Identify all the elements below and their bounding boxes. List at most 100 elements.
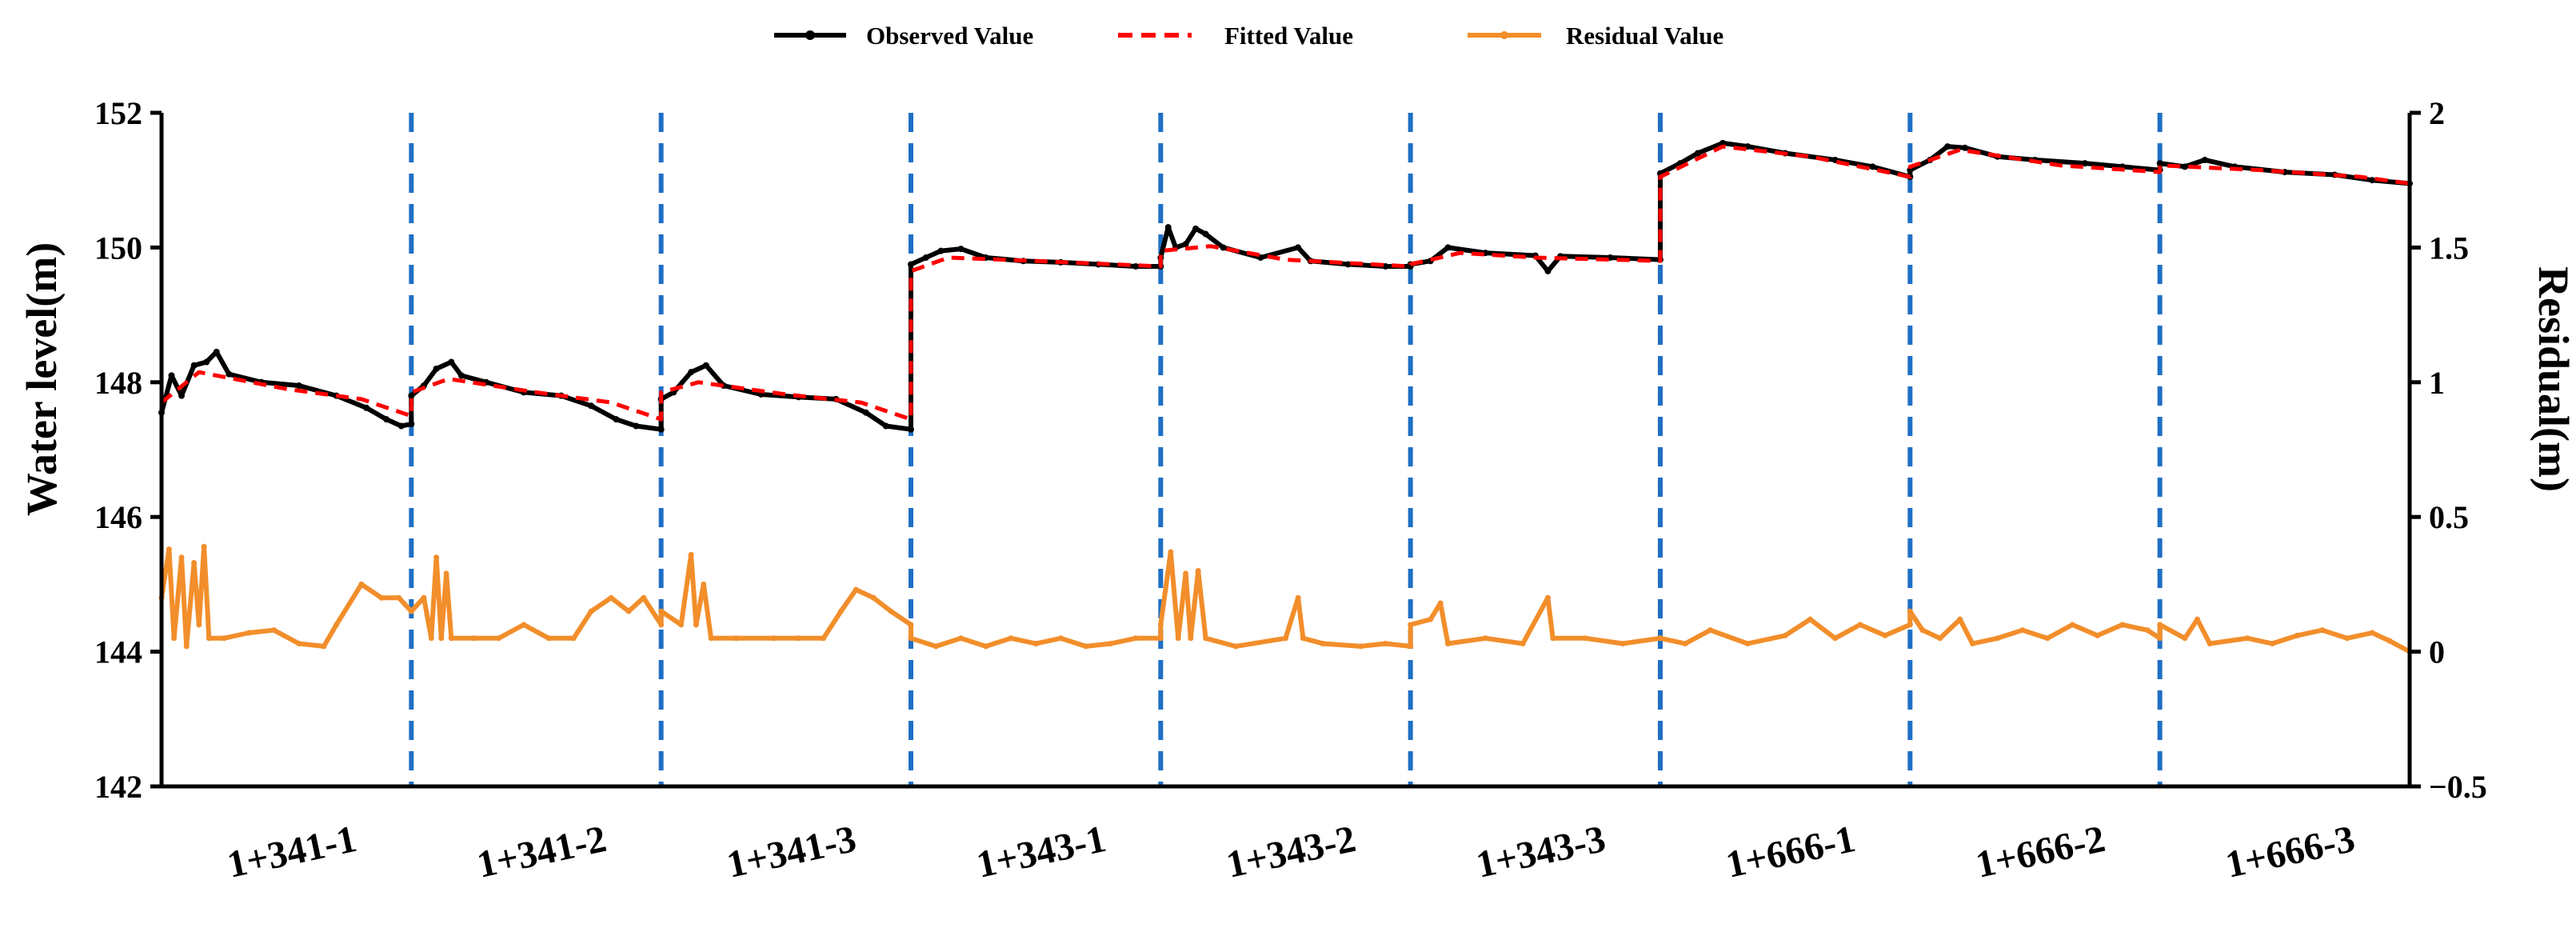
point-residual-7-8 xyxy=(2069,622,2075,628)
point-residual-1-12 xyxy=(588,608,594,614)
point-observed-1-4 xyxy=(457,372,465,379)
point-observed-1-8 xyxy=(588,402,595,410)
point-observed-0-11 xyxy=(383,416,390,423)
point-residual-4-4 xyxy=(1188,635,1194,642)
legend-item-residual: Residual Value xyxy=(1468,22,1723,50)
category-label-0: 1+341-1 xyxy=(224,818,361,886)
point-residual-2-10 xyxy=(838,608,845,614)
point-residual-4-9 xyxy=(1295,594,1301,601)
category-label-6: 1+666-1 xyxy=(1723,818,1859,886)
point-residual-8-8 xyxy=(2344,635,2350,642)
series-observed xyxy=(158,139,2413,433)
point-observed-1-0 xyxy=(408,392,415,399)
point-residual-2-1 xyxy=(678,622,685,628)
point-residual-6-9 xyxy=(1907,622,1913,628)
point-residual-5-7 xyxy=(1550,635,1556,642)
point-residual-1-3 xyxy=(433,554,440,561)
point-residual-3-1 xyxy=(933,643,939,650)
series-fitted xyxy=(160,144,2410,422)
point-observed-7-3 xyxy=(1962,144,1969,151)
point-residual-1-7 xyxy=(470,635,477,642)
series-residual xyxy=(158,543,2413,655)
point-residual-4-12 xyxy=(1357,643,1364,650)
y-axis-left-title: Water level(m) xyxy=(18,242,66,516)
point-residual-8-10 xyxy=(2386,638,2393,644)
point-residual-5-9 xyxy=(1619,640,1626,646)
y-axis-left-ticks: 142 144 146 148 150 152 xyxy=(94,95,162,805)
point-residual-2-14 xyxy=(908,622,914,628)
point-observed-0-2 xyxy=(178,392,185,399)
point-observed-4-10 xyxy=(1344,261,1352,268)
point-observed-2-3 xyxy=(702,362,709,369)
point-residual-1-11 xyxy=(570,635,577,642)
series-layer xyxy=(158,139,2413,655)
point-residual-1-13 xyxy=(608,594,614,601)
legend-marker-residual xyxy=(1500,31,1508,39)
category-label-4: 1+343-2 xyxy=(1223,818,1360,886)
point-observed-2-9 xyxy=(882,422,889,430)
point-residual-3-0 xyxy=(908,635,914,642)
category-label-3: 1+343-1 xyxy=(973,818,1110,886)
point-observed-7-2 xyxy=(1944,143,1951,150)
point-residual-3-5 xyxy=(1032,640,1039,646)
point-residual-7-3 xyxy=(1957,616,1963,622)
point-observed-6-7 xyxy=(1869,163,1876,170)
y-left-tick-label-2: 146 xyxy=(94,499,142,535)
y-right-tick-label-5: 2 xyxy=(2429,95,2445,131)
point-observed-4-5 xyxy=(1202,230,1209,238)
point-residual-0-17 xyxy=(396,594,402,601)
point-residual-1-10 xyxy=(545,635,552,642)
point-observed-0-4 xyxy=(203,358,210,366)
point-residual-0-10 xyxy=(246,630,252,636)
point-residual-1-16 xyxy=(658,622,665,628)
point-residual-8-2 xyxy=(2195,616,2201,622)
axes xyxy=(159,113,2412,789)
point-residual-7-11 xyxy=(2144,627,2151,634)
point-observed-4-1 xyxy=(1164,224,1172,231)
x-axis-category-labels: 1+341-1 1+341-2 1+341-3 1+343-1 1+343-2 1+343… xyxy=(224,818,2358,886)
point-residual-0-5 xyxy=(191,559,198,566)
legend-label-fitted: Fitted Value xyxy=(1224,22,1353,50)
point-residual-3-8 xyxy=(1108,640,1114,646)
point-residual-7-10 xyxy=(2119,622,2126,628)
point-observed-3-2 xyxy=(937,247,945,254)
point-residual-1-4 xyxy=(438,635,445,642)
y-right-tick-label-3: 1 xyxy=(2429,365,2445,401)
point-residual-2-8 xyxy=(795,635,801,642)
point-residual-8-4 xyxy=(2244,635,2251,642)
point-residual-7-7 xyxy=(2044,635,2051,642)
point-residual-4-5 xyxy=(1195,568,1201,574)
point-observed-3-0 xyxy=(908,261,914,268)
point-residual-0-6 xyxy=(196,622,202,628)
point-residual-1-8 xyxy=(496,635,502,642)
point-residual-8-1 xyxy=(2182,635,2188,642)
point-residual-4-14 xyxy=(1408,643,1414,650)
point-residual-4-8 xyxy=(1283,635,1288,642)
point-residual-4-13 xyxy=(1382,640,1388,646)
point-observed-0-5 xyxy=(213,348,220,355)
point-residual-0-16 xyxy=(378,594,385,601)
point-residual-3-4 xyxy=(1008,635,1014,642)
point-residual-6-3 xyxy=(1744,640,1751,646)
point-residual-3-7 xyxy=(1083,643,1089,650)
category-label-2: 1+341-3 xyxy=(723,818,860,886)
legend-label-residual: Residual Value xyxy=(1566,22,1723,50)
point-residual-1-5 xyxy=(443,570,449,577)
point-residual-5-8 xyxy=(1582,635,1588,642)
point-residual-1-9 xyxy=(521,622,527,628)
point-residual-0-11 xyxy=(271,627,278,634)
point-residual-0-8 xyxy=(206,635,212,642)
point-residual-5-5 xyxy=(1520,640,1526,646)
category-label-8: 1+666-3 xyxy=(2222,818,2358,886)
category-separators xyxy=(409,113,2163,786)
legend-label-observed: Observed Value xyxy=(866,22,1033,50)
point-residual-8-0 xyxy=(2157,622,2163,628)
point-residual-6-7 xyxy=(1857,622,1863,628)
y-left-tick-label-1: 144 xyxy=(94,634,142,670)
point-residual-3-3 xyxy=(983,643,989,650)
point-observed-0-13 xyxy=(408,421,415,428)
point-residual-2-5 xyxy=(708,635,714,642)
point-residual-8-7 xyxy=(2319,627,2326,634)
point-observed-1-10 xyxy=(633,422,640,430)
